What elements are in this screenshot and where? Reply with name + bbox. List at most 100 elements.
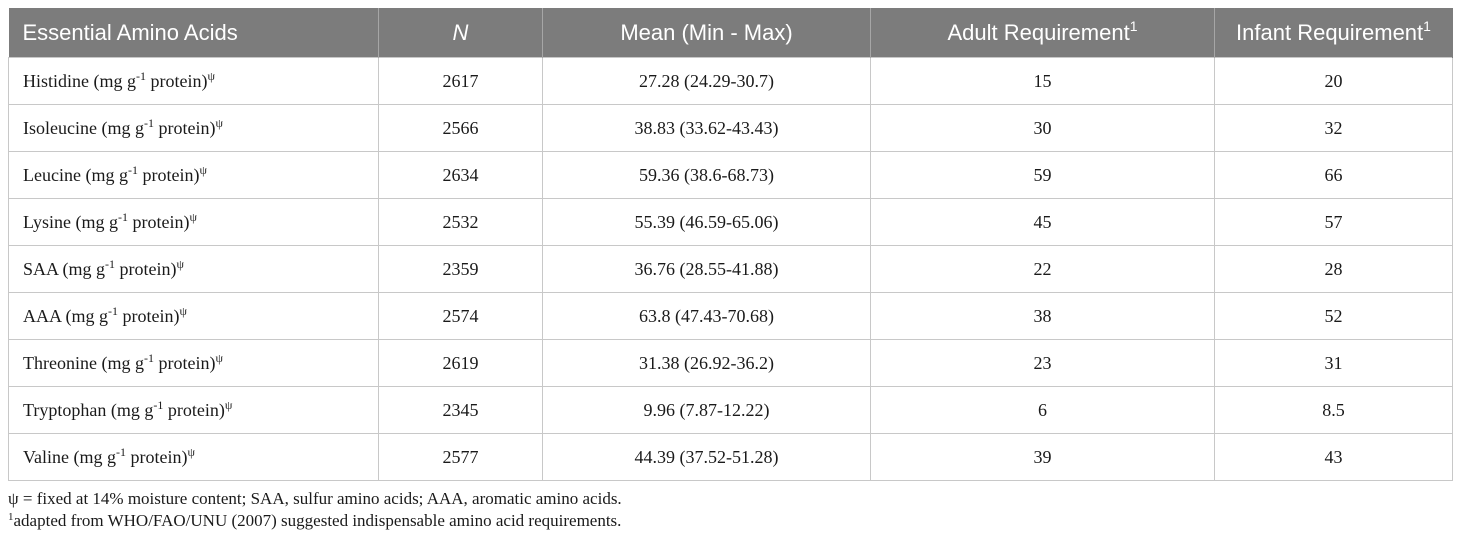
cell-adult-requirement: 59 — [870, 151, 1215, 199]
unit-exponent: -1 — [153, 397, 164, 412]
header-mean: Mean (Min - Max) — [542, 8, 871, 58]
table-row: Lysine (mg g-1 protein)ψ 2532 55.39 (46.59… — [8, 198, 1453, 246]
amino-acid-name: Valine — [23, 446, 69, 467]
unit-suffix: protein) — [153, 117, 216, 138]
table-row: SAA (mg g-1 protein)ψ 2359 36.76 (28.55-41… — [8, 245, 1453, 293]
cell-adult-requirement: 22 — [870, 245, 1215, 293]
unit-prefix: (mg g — [110, 399, 154, 420]
cell-mean: 36.76 (28.55-41.88) — [542, 245, 871, 293]
cell-infant-requirement: 31 — [1214, 339, 1453, 387]
footnote-source-text: adapted from WHO/FAO/UNU (2007) suggeste… — [13, 511, 622, 530]
unit-suffix: protein) — [118, 305, 180, 326]
table-header-row: Essential Amino Acids N Mean (Min - Max)… — [8, 8, 1453, 58]
cell-adult-requirement: 23 — [870, 339, 1215, 387]
cell-infant-requirement: 52 — [1214, 292, 1453, 340]
unit-suffix: protein) — [146, 70, 208, 91]
cell-infant-requirement: 32 — [1214, 104, 1453, 152]
unit-exponent: -1 — [108, 303, 119, 318]
unit-exponent: -1 — [143, 350, 154, 365]
cell-n: 2359 — [378, 245, 543, 293]
cell-amino-acid: Threonine (mg g-1 protein)ψ — [8, 339, 379, 387]
moisture-symbol: ψ — [207, 68, 215, 83]
unit-suffix: protein) — [115, 258, 177, 279]
cell-infant-requirement: 20 — [1214, 57, 1453, 105]
header-essential-amino-acids: Essential Amino Acids — [8, 8, 379, 58]
unit-prefix: (mg g — [73, 446, 116, 467]
cell-n: 2634 — [378, 151, 543, 199]
header-adult-requirement: Adult Requirement1 — [870, 8, 1215, 58]
table-row: Threonine (mg g-1 protein)ψ 2619 31.38 (26… — [8, 339, 1453, 387]
moisture-symbol: ψ — [224, 397, 233, 412]
unit-exponent: -1 — [143, 115, 154, 130]
footnote-source: 1adapted from WHO/FAO/UNU (2007) suggest… — [8, 510, 622, 532]
header-infant-requirement: Infant Requirement1 — [1214, 8, 1453, 58]
moisture-symbol: ψ — [199, 162, 207, 177]
cell-mean: 59.36 (38.6-68.73) — [542, 151, 871, 199]
cell-n: 2532 — [378, 198, 543, 246]
cell-infant-requirement: 57 — [1214, 198, 1453, 246]
amino-acid-name: SAA — [23, 258, 59, 279]
unit-prefix: (mg g — [101, 352, 144, 373]
cell-mean: 44.39 (37.52-51.28) — [542, 433, 871, 481]
cell-infant-requirement: 66 — [1214, 151, 1453, 199]
amino-acid-name: AAA — [23, 305, 62, 326]
unit-prefix: (mg g — [93, 70, 137, 91]
moisture-symbol: ψ — [189, 209, 197, 224]
amino-acid-table: Essential Amino Acids N Mean (Min - Max)… — [8, 8, 1453, 481]
table-row: Valine (mg g-1 protein)ψ 2577 44.39 (37.52… — [8, 433, 1453, 481]
cell-amino-acid: SAA (mg g-1 protein)ψ — [8, 245, 379, 293]
amino-acid-name: Threonine — [23, 352, 97, 373]
unit-suffix: protein) — [137, 164, 200, 185]
cell-mean: 31.38 (26.92-36.2) — [542, 339, 871, 387]
cell-n: 2345 — [378, 386, 543, 434]
moisture-symbol: ψ — [215, 350, 223, 365]
header-adult-sup: 1 — [1129, 18, 1138, 34]
cell-adult-requirement: 30 — [870, 104, 1215, 152]
unit-prefix: (mg g — [85, 164, 128, 185]
cell-adult-requirement: 39 — [870, 433, 1215, 481]
cell-amino-acid: Valine (mg g-1 protein)ψ — [8, 433, 379, 481]
amino-acid-name: Lysine — [23, 211, 71, 232]
cell-n: 2617 — [378, 57, 543, 105]
cell-amino-acid: Isoleucine (mg g-1 protein)ψ — [8, 104, 379, 152]
unit-suffix: protein) — [163, 399, 225, 420]
moisture-symbol: ψ — [215, 115, 223, 130]
cell-amino-acid: Tryptophan (mg g-1 protein)ψ — [8, 386, 379, 434]
cell-adult-requirement: 6 — [870, 386, 1215, 434]
moisture-symbol: ψ — [176, 256, 185, 271]
footnote-psi: ψ = fixed at 14% moisture content; SAA, … — [8, 489, 622, 508]
unit-prefix: (mg g — [62, 258, 106, 279]
cell-mean: 63.8 (47.43-70.68) — [542, 292, 871, 340]
unit-exponent: -1 — [105, 256, 116, 271]
unit-prefix: (mg g — [65, 305, 109, 326]
cell-n: 2577 — [378, 433, 543, 481]
amino-acid-name: Leucine — [23, 164, 81, 185]
cell-adult-requirement: 38 — [870, 292, 1215, 340]
table-row: AAA (mg g-1 protein)ψ 2574 63.8 (47.43-70.… — [8, 292, 1453, 340]
cell-adult-requirement: 15 — [870, 57, 1215, 105]
cell-infant-requirement: 8.5 — [1214, 386, 1453, 434]
header-n: N — [378, 8, 543, 58]
cell-mean: 38.83 (33.62-43.43) — [542, 104, 871, 152]
cell-amino-acid: Lysine (mg g-1 protein)ψ — [8, 198, 379, 246]
table-row: Tryptophan (mg g-1 protein)ψ 2345 9.96 (7.… — [8, 386, 1453, 434]
cell-amino-acid: AAA (mg g-1 protein)ψ — [8, 292, 379, 340]
unit-suffix: protein) — [153, 352, 216, 373]
unit-prefix: (mg g — [101, 117, 144, 138]
cell-n: 2574 — [378, 292, 543, 340]
amino-acid-name: Tryptophan — [23, 399, 107, 420]
footnote-source-sup: 1 — [8, 511, 14, 523]
moisture-symbol: ψ — [179, 303, 188, 318]
header-infant-label: Infant Requirement — [1236, 20, 1424, 45]
unit-exponent: -1 — [118, 209, 128, 224]
unit-exponent: -1 — [127, 162, 138, 177]
cell-adult-requirement: 45 — [870, 198, 1215, 246]
unit-exponent: -1 — [136, 68, 146, 83]
table-row: Histidine (mg g-1 protein)ψ 2617 27.28 (24… — [8, 57, 1453, 105]
cell-infant-requirement: 43 — [1214, 433, 1453, 481]
table-row: Isoleucine (mg g-1 protein)ψ 2566 38.83 (3… — [8, 104, 1453, 152]
amino-acid-name: Histidine — [23, 70, 89, 91]
cell-mean: 9.96 (7.87-12.22) — [542, 386, 871, 434]
header-adult-label: Adult Requirement — [947, 20, 1130, 45]
amino-acid-name: Isoleucine — [23, 117, 97, 138]
